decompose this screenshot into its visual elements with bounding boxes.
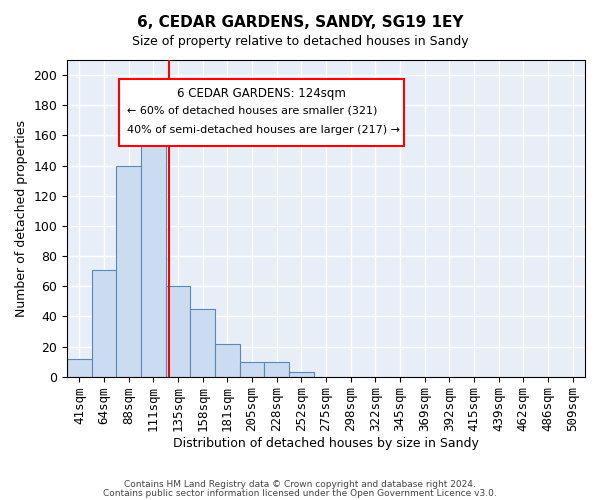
Text: 6, CEDAR GARDENS, SANDY, SG19 1EY: 6, CEDAR GARDENS, SANDY, SG19 1EY <box>137 15 463 30</box>
Bar <box>215 344 240 376</box>
Bar <box>240 362 265 376</box>
Bar <box>116 166 141 376</box>
Text: 40% of semi-detached houses are larger (217) →: 40% of semi-detached houses are larger (… <box>127 125 400 135</box>
Text: ← 60% of detached houses are smaller (321): ← 60% of detached houses are smaller (32… <box>127 106 377 116</box>
Bar <box>289 372 314 376</box>
Text: 6 CEDAR GARDENS: 124sqm: 6 CEDAR GARDENS: 124sqm <box>177 87 346 100</box>
Text: Contains public sector information licensed under the Open Government Licence v3: Contains public sector information licen… <box>103 488 497 498</box>
Text: Contains HM Land Registry data © Crown copyright and database right 2024.: Contains HM Land Registry data © Crown c… <box>124 480 476 489</box>
Bar <box>166 286 190 376</box>
Bar <box>141 125 166 376</box>
Bar <box>190 309 215 376</box>
FancyBboxPatch shape <box>119 79 404 146</box>
Text: Size of property relative to detached houses in Sandy: Size of property relative to detached ho… <box>131 35 469 48</box>
X-axis label: Distribution of detached houses by size in Sandy: Distribution of detached houses by size … <box>173 437 479 450</box>
Y-axis label: Number of detached properties: Number of detached properties <box>15 120 28 317</box>
Bar <box>67 358 92 376</box>
Bar <box>92 270 116 376</box>
Bar <box>265 362 289 376</box>
